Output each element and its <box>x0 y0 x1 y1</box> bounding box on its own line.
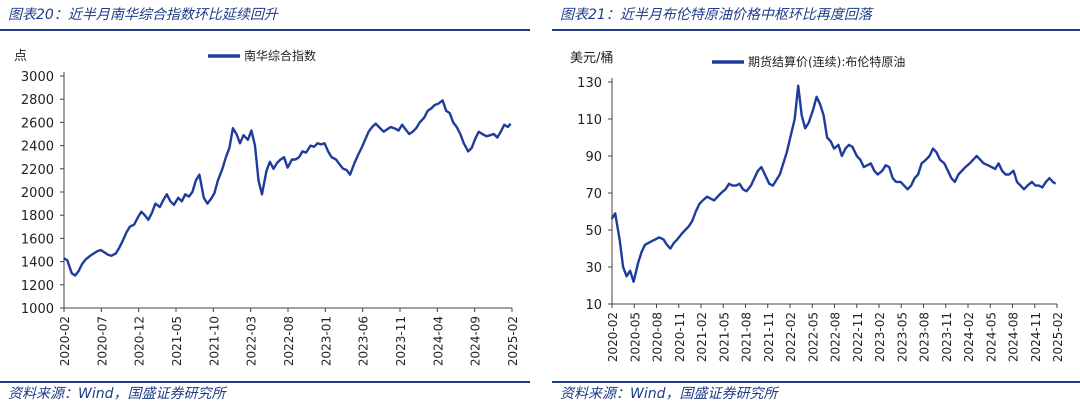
y-tick-label: 50 <box>585 224 602 239</box>
x-tick-label: 2021-11 <box>762 312 776 362</box>
x-tick-label: 2020-08 <box>651 312 665 362</box>
chart-brent-oil: 美元/桶 10 30 50 70 90 110 130 2020-02 2020-05 2020-0… <box>570 51 1065 362</box>
x-tick-label: 2022-05 <box>806 312 820 362</box>
y-tick-label: 110 <box>577 113 602 128</box>
figure-right: 图表21：近半月布伦特原油价格中枢环比再度回落 美元/桶 10 30 50 70 90 11… <box>552 0 1080 406</box>
source-rule <box>552 381 1080 383</box>
y-tick-label: 3000 <box>21 70 54 85</box>
y-axis-label: 点 <box>14 49 27 64</box>
x-tick-label: 2021-02 <box>695 312 709 362</box>
x-tick-label: 2021-08 <box>740 312 754 362</box>
y-tick-label: 130 <box>577 76 602 91</box>
x-tick-label: 2022-02 <box>784 312 798 362</box>
y-tick-label: 70 <box>585 187 602 202</box>
series-line <box>63 99 512 277</box>
x-tick-label: 2020-12 <box>133 316 147 366</box>
x-tick-label: 2020-02 <box>606 312 620 362</box>
x-tick-label: 2021-05 <box>717 312 731 362</box>
x-tick-label: 2025-02 <box>506 316 520 366</box>
y-tick-label: 2800 <box>21 93 54 108</box>
x-tick-label: 2023-11 <box>394 316 408 366</box>
y-tick-label: 2000 <box>21 186 54 201</box>
x-tick-label: 2022-08 <box>282 316 296 366</box>
title-rule <box>552 29 1080 31</box>
y-axis-label: 美元/桶 <box>570 51 613 66</box>
x-tick-label: 2024-02 <box>962 312 976 362</box>
x-tick-label: 2023-05 <box>895 312 909 362</box>
y-tick-label: 2400 <box>21 140 54 155</box>
x-tick-label: 2020-05 <box>628 312 642 362</box>
x-tick-label: 2020-07 <box>95 316 109 366</box>
x-tick-label: 2022-03 <box>245 316 259 366</box>
y-tick-label: 1800 <box>21 209 54 224</box>
x-tick-label: 2024-09 <box>469 316 483 366</box>
x-tick-label: 2023-11 <box>940 312 954 362</box>
chart-nanhua-index: 点 1000 1200 1400 1600 1800 2000 2200 2400 2600 280… <box>14 48 520 366</box>
figure-title: 图表21：近半月布伦特原油价格中枢环比再度回落 <box>560 7 872 23</box>
y-tick-label: 30 <box>585 261 602 276</box>
x-tick-label: 2023-06 <box>357 316 371 366</box>
figure-source: 资料来源：Wind，国盛证券研究所 <box>8 386 226 402</box>
x-tick-label: 2021-10 <box>207 316 221 366</box>
x-tick-label: 2020-02 <box>58 316 72 366</box>
y-tick-label: 1200 <box>21 279 54 294</box>
y-tick-label: 1000 <box>21 302 54 317</box>
y-tick-label: 2600 <box>21 116 54 131</box>
x-tick-label: 2024-05 <box>984 312 998 362</box>
source-rule <box>0 381 530 383</box>
title-rule <box>0 29 530 31</box>
y-tick-label: 1400 <box>21 256 54 271</box>
x-tick-label: 2024-08 <box>1007 312 1021 362</box>
y-tick-label: 1600 <box>21 232 54 247</box>
x-tick-label: 2025-02 <box>1051 312 1065 362</box>
series-line <box>610 84 1057 284</box>
x-tick-label: 2021-05 <box>170 316 184 366</box>
x-tick-label: 2023-02 <box>873 312 887 362</box>
y-tick-label: 10 <box>585 298 602 313</box>
x-tick-label: 2024-11 <box>1029 312 1043 362</box>
x-tick-label: 2020-11 <box>673 312 687 362</box>
figure-title: 图表20：近半月南华综合指数环比延续回升 <box>8 7 278 23</box>
x-tick-label: 2024-04 <box>431 316 445 366</box>
y-tick-label: 90 <box>585 150 602 165</box>
x-tick-label: 2022-11 <box>851 312 865 362</box>
legend-label: 期货结算价(连续):布伦特原油 <box>748 54 905 69</box>
x-tick-label: 2023-01 <box>319 316 333 366</box>
x-tick-label: 2022-08 <box>829 312 843 362</box>
x-tick-label: 2023-08 <box>918 312 932 362</box>
figure-source: 资料来源：Wind，国盛证券研究所 <box>560 386 778 402</box>
y-tick-label: 2200 <box>21 163 54 178</box>
figure-left: 图表20：近半月南华综合指数环比延续回升 点 1000 1200 1400 1600 18… <box>0 0 530 406</box>
legend-label: 南华综合指数 <box>244 48 316 63</box>
